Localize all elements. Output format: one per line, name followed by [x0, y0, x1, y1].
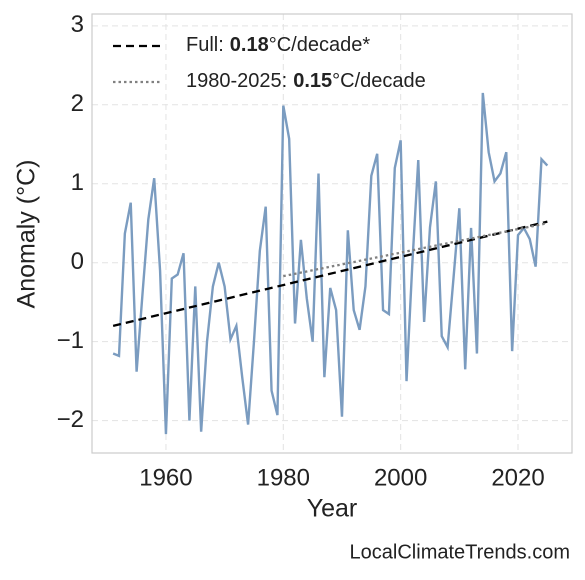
legend-label: 1980-2025: 0.15°C/decade: [186, 70, 426, 92]
legend-prefix: 1980-2025:: [186, 70, 287, 92]
y-axis-label: Anomaly (°C): [13, 160, 41, 309]
y-tick-label: −1: [57, 327, 84, 354]
x-tick-label: 1960: [139, 464, 192, 491]
y-tick-label: 1: [71, 169, 84, 196]
y-tick-label: 2: [71, 90, 84, 117]
x-tick-label: 2020: [491, 464, 544, 491]
y-tick-label: −2: [57, 406, 84, 433]
legend-rate: 0.18: [230, 34, 269, 56]
x-tick-label: 1980: [257, 464, 310, 491]
y-tick-label: 3: [71, 11, 84, 38]
legend-unit: °C/decade*: [269, 34, 371, 56]
data-line: [112, 92, 549, 435]
legend-rate: 0.15: [293, 70, 332, 92]
plot-frame: [91, 13, 573, 454]
legend-prefix: Full:: [186, 34, 224, 56]
y-tick-label: 0: [71, 248, 84, 275]
x-axis-label: Year: [307, 495, 358, 523]
legend-unit: °C/decade: [332, 70, 426, 92]
x-tick-label: 2000: [374, 464, 427, 491]
watermark: LocalClimateTrends.com: [350, 541, 570, 563]
legend-label: Full: 0.18°C/decade*: [186, 34, 370, 56]
trend-line: [283, 222, 548, 278]
trend-line: [112, 220, 548, 327]
